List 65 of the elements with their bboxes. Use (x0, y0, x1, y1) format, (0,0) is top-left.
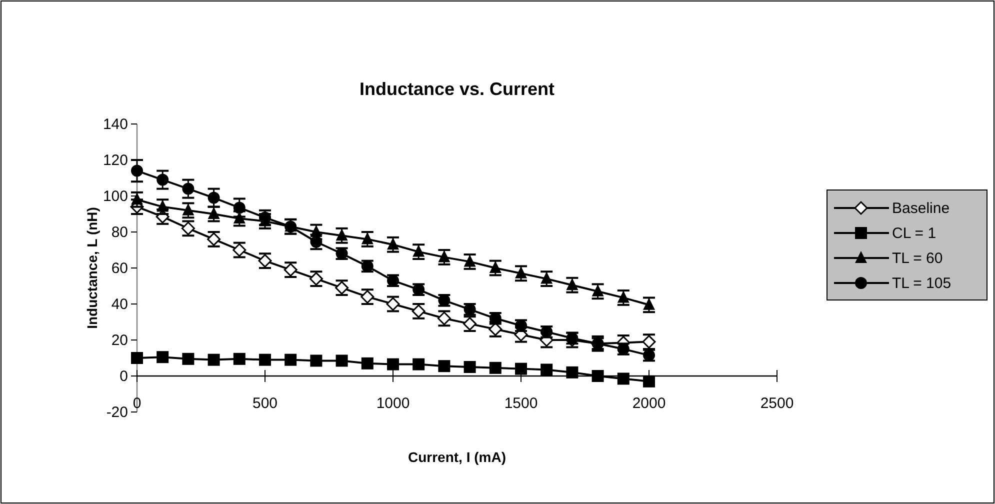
point (412, 358, 425, 370)
point (592, 284, 604, 296)
point (617, 290, 630, 303)
y-tick-label: 20 (111, 332, 128, 349)
point (310, 236, 322, 248)
legend-label: Baseline (892, 200, 950, 217)
point (412, 244, 425, 257)
point (361, 357, 374, 370)
point (182, 182, 194, 195)
point (182, 203, 194, 216)
point (156, 200, 169, 212)
point (617, 372, 630, 385)
x-axis-title: Current, I (mA) (408, 449, 506, 465)
point (540, 272, 553, 284)
point (438, 360, 450, 372)
point (208, 192, 220, 204)
point (131, 164, 143, 177)
legend-label: TL = 60 (892, 250, 943, 267)
y-tick-label: 140 (102, 116, 128, 133)
point (208, 354, 220, 366)
x-tick-label: 2000 (632, 395, 666, 412)
point (310, 354, 322, 367)
point (464, 254, 476, 267)
y-tick-label: -20 (106, 404, 128, 421)
x-tick-label: 1000 (376, 395, 410, 412)
point (336, 354, 348, 367)
point (566, 366, 578, 378)
point (156, 351, 169, 364)
x-tick-label: 0 (132, 395, 142, 412)
point (464, 361, 476, 373)
legend-label: TL = 105 (892, 275, 952, 292)
point (233, 202, 246, 214)
point (489, 261, 502, 273)
point (643, 375, 655, 388)
point (156, 174, 169, 186)
point (489, 362, 502, 374)
point (336, 228, 348, 241)
point (515, 266, 527, 278)
point (643, 298, 655, 310)
point (387, 358, 399, 370)
point (592, 370, 604, 382)
point (387, 238, 399, 250)
point (515, 362, 527, 375)
chart-title: Inductance vs. Current (359, 79, 555, 99)
point (182, 352, 194, 365)
point (540, 364, 553, 376)
legend-label: CL = 1 (892, 225, 936, 242)
y-tick-label: 40 (111, 296, 128, 313)
point (259, 354, 271, 366)
y-tick-label: 100 (102, 188, 128, 205)
point (284, 354, 297, 366)
point (208, 207, 220, 219)
y-tick-label: 120 (102, 152, 128, 169)
x-tick-label: 500 (252, 395, 278, 412)
x-tick-label: 1500 (504, 395, 538, 412)
y-tick-label: 80 (111, 224, 128, 241)
point (438, 250, 450, 262)
y-axis-title: Inductance, L (nH) (84, 207, 100, 329)
y-tick-label: 60 (111, 260, 128, 277)
point (361, 232, 374, 244)
point (566, 278, 578, 290)
point (131, 352, 143, 364)
x-tick-label: 2500 (760, 395, 794, 412)
y-tick-label: 0 (120, 368, 128, 385)
point (233, 352, 246, 365)
